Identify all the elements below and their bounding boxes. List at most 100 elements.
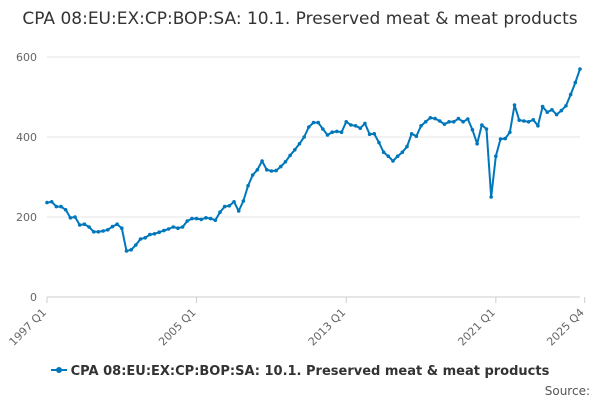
data-point bbox=[293, 148, 297, 152]
data-point bbox=[129, 248, 133, 252]
data-point bbox=[400, 150, 405, 154]
data-point bbox=[381, 150, 386, 154]
data-point bbox=[134, 243, 138, 247]
data-point bbox=[330, 130, 335, 134]
data-point bbox=[339, 130, 344, 134]
data-point bbox=[307, 125, 311, 129]
data-point bbox=[194, 216, 199, 221]
y-axis-ticks: 0 200 400 600 bbox=[16, 51, 37, 304]
data-point bbox=[437, 119, 442, 123]
data-point bbox=[321, 127, 325, 131]
data-point bbox=[475, 142, 479, 146]
data-point bbox=[236, 209, 241, 213]
data-point bbox=[250, 173, 255, 177]
data-point bbox=[405, 144, 409, 149]
data-point bbox=[166, 227, 171, 231]
data-point bbox=[465, 117, 470, 121]
data-point bbox=[218, 210, 222, 214]
data-point bbox=[297, 142, 302, 146]
data-point bbox=[110, 224, 115, 229]
data-point bbox=[573, 80, 578, 85]
data-point bbox=[377, 140, 381, 145]
data-point bbox=[568, 92, 573, 97]
data-point bbox=[208, 216, 213, 221]
data-point bbox=[105, 228, 110, 232]
data-point bbox=[199, 217, 204, 222]
data-point bbox=[442, 122, 447, 126]
data-point bbox=[545, 110, 550, 114]
data-point bbox=[461, 120, 465, 124]
data-point bbox=[255, 168, 260, 172]
legend[interactable]: CPA 08:EU:EX:CP:BOP:SA: 10.1. Preserved … bbox=[0, 364, 600, 379]
y-tick-label: 600 bbox=[16, 51, 37, 64]
x-tick-label: 1997 Q1 bbox=[7, 306, 50, 349]
data-point bbox=[456, 116, 461, 121]
legend-label: CPA 08:EU:EX:CP:BOP:SA: 10.1. Preserved … bbox=[70, 364, 550, 379]
data-point bbox=[522, 119, 526, 123]
data-point bbox=[148, 232, 152, 237]
x-tick-label: 2013 Q1 bbox=[306, 306, 349, 349]
data-point bbox=[232, 200, 236, 204]
data-point bbox=[363, 121, 367, 126]
data-point bbox=[395, 154, 400, 158]
data-point bbox=[325, 133, 330, 137]
data-point bbox=[536, 124, 540, 128]
data-point bbox=[550, 108, 554, 112]
data-point bbox=[526, 120, 531, 124]
x-tick-label: 2005 Q1 bbox=[156, 306, 199, 349]
data-point bbox=[311, 120, 316, 125]
data-point bbox=[480, 123, 484, 127]
data-point bbox=[87, 225, 91, 229]
data-point bbox=[512, 103, 517, 107]
data-point bbox=[302, 135, 306, 139]
data-point bbox=[63, 208, 68, 212]
data-point bbox=[185, 219, 190, 223]
data-point bbox=[428, 116, 433, 120]
chart-title: CPA 08:EU:EX:CP:BOP:SA: 10.1. Preserved … bbox=[22, 9, 578, 29]
data-point bbox=[157, 230, 162, 234]
data-point bbox=[498, 137, 503, 141]
data-point bbox=[489, 195, 493, 199]
data-point bbox=[143, 236, 147, 240]
data-point bbox=[190, 216, 194, 221]
data-point bbox=[115, 222, 119, 226]
data-point bbox=[433, 116, 437, 121]
data-point bbox=[91, 230, 96, 234]
data-point bbox=[120, 226, 124, 230]
data-point bbox=[49, 200, 54, 204]
data-point bbox=[73, 215, 77, 219]
data-point bbox=[68, 216, 73, 220]
data-point bbox=[204, 216, 208, 220]
data-point bbox=[264, 168, 269, 172]
data-point bbox=[578, 67, 582, 71]
data-point bbox=[59, 204, 63, 209]
data-point bbox=[260, 159, 264, 163]
data-point bbox=[176, 226, 180, 230]
data-point bbox=[391, 159, 395, 163]
data-point bbox=[101, 229, 105, 233]
series-layer bbox=[45, 67, 582, 253]
data-point bbox=[124, 249, 129, 253]
data-point bbox=[494, 154, 498, 158]
series-line bbox=[46, 68, 581, 252]
x-tick-label: 2021 Q1 bbox=[455, 306, 498, 349]
data-point bbox=[540, 104, 545, 109]
x-axis-ticks: 1997 Q1 2005 Q1 2013 Q1 2021 Q1 2025 Q4 bbox=[7, 297, 587, 348]
data-point bbox=[288, 153, 292, 158]
data-point bbox=[470, 128, 475, 132]
data-point bbox=[246, 184, 250, 188]
data-point bbox=[180, 225, 185, 229]
data-point bbox=[419, 124, 423, 128]
data-point bbox=[278, 164, 283, 169]
data-point bbox=[564, 104, 568, 108]
data-point bbox=[372, 132, 377, 136]
y-tick-label: 200 bbox=[16, 211, 37, 224]
data-point bbox=[353, 124, 358, 128]
data-point bbox=[77, 223, 82, 227]
data-point bbox=[274, 168, 278, 173]
data-point bbox=[559, 108, 564, 113]
gridlines bbox=[47, 56, 580, 218]
data-point bbox=[414, 134, 419, 138]
data-point bbox=[447, 120, 451, 124]
